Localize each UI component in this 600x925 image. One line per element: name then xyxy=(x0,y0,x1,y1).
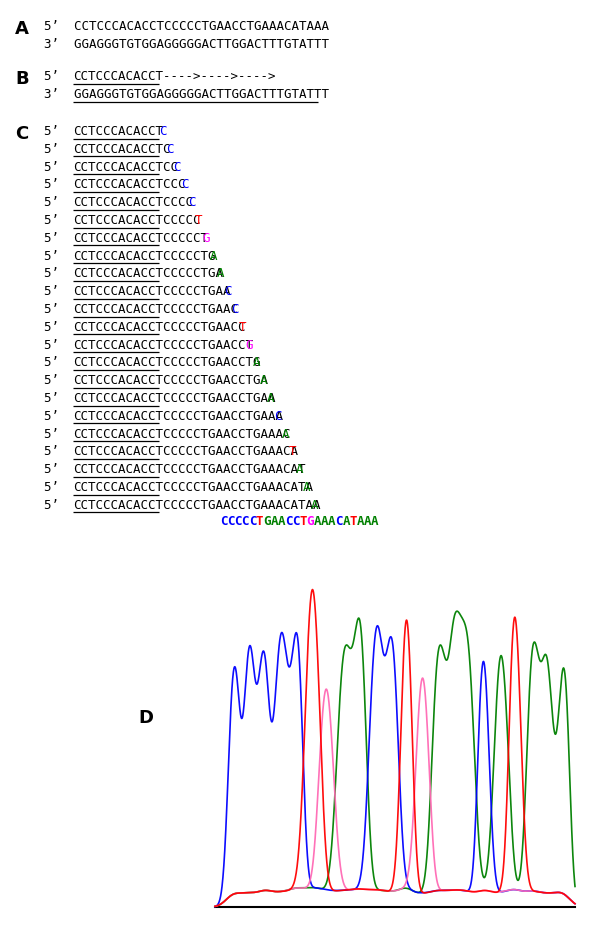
Text: A: A xyxy=(260,375,268,388)
Text: A: A xyxy=(296,463,304,476)
Text: A: A xyxy=(217,267,224,280)
Text: 5’: 5’ xyxy=(44,427,74,440)
Text: B: B xyxy=(15,70,29,88)
Text: A: A xyxy=(310,499,318,512)
Text: 5’: 5’ xyxy=(44,356,74,369)
Text: CCTCCCACACCTCCCCCTGAACCTGAAACAT: CCTCCCACACCTCCCCCTGAACCTGAAACAT xyxy=(73,463,305,476)
Text: 5’: 5’ xyxy=(44,285,74,298)
Text: A: A xyxy=(321,514,328,527)
Text: 5’: 5’ xyxy=(44,161,74,174)
Text: CCTCCCACACCT: CCTCCCACACCT xyxy=(73,125,163,138)
Text: C: C xyxy=(249,514,256,527)
Text: 5’: 5’ xyxy=(44,392,74,405)
Text: C: C xyxy=(242,514,249,527)
Text: G: G xyxy=(307,514,314,527)
Text: CCTCCCACACCTCC: CCTCCCACACCTCC xyxy=(73,161,178,174)
Text: CCTCCCACACCTCCCCCTGAACCTGA: CCTCCCACACCTCCCCCTGAACCTGA xyxy=(73,375,268,388)
Text: A: A xyxy=(15,20,29,38)
Text: T: T xyxy=(350,514,357,527)
Text: 5’: 5’ xyxy=(44,303,74,316)
Text: C: C xyxy=(224,285,232,298)
Text: 5’  CCTCCCACACCTCCCCCTGAACCTGAAACATAAA: 5’ CCTCCCACACCTCCCCCTGAACCTGAAACATAAA xyxy=(44,20,329,33)
Text: C: C xyxy=(231,303,239,316)
Text: CCTCCCACACCTCCCCCTGAACCTGAAA: CCTCCCACACCTCCCCCTGAACCTGAAA xyxy=(73,410,283,423)
Text: CCTCCCACACCTC: CCTCCCACACCTC xyxy=(73,142,170,155)
Text: A: A xyxy=(314,514,321,527)
Text: T: T xyxy=(238,321,246,334)
Text: 5’: 5’ xyxy=(44,125,74,138)
Text: 5’: 5’ xyxy=(44,463,74,476)
Text: CCTCCCACACCTCCCCCTGAACCTGAAACATA: CCTCCCACACCTCCCCCTGAACCTGAAACATA xyxy=(73,481,313,494)
Text: C: C xyxy=(188,196,196,209)
Text: 3’  GGAGGGTGTGGAGGGGGACTTGGACTTTGTATTT: 3’ GGAGGGTGTGGAGGGGGACTTGGACTTTGTATTT xyxy=(44,88,329,101)
Text: D: D xyxy=(138,709,153,727)
Text: A: A xyxy=(328,514,335,527)
Text: 5’: 5’ xyxy=(44,375,74,388)
Text: 5’: 5’ xyxy=(44,410,74,423)
Text: 5’: 5’ xyxy=(44,267,74,280)
Text: C: C xyxy=(173,161,181,174)
Text: 5’: 5’ xyxy=(44,70,74,83)
Text: 5’: 5’ xyxy=(44,499,74,512)
Text: C: C xyxy=(292,514,299,527)
Text: A: A xyxy=(253,356,260,369)
Text: 5’: 5’ xyxy=(44,179,74,191)
Text: T: T xyxy=(195,214,203,227)
Text: G: G xyxy=(263,514,271,527)
Text: CCTCCCACACCTCCCC: CCTCCCACACCTCCCC xyxy=(73,196,193,209)
Text: T: T xyxy=(299,514,307,527)
Text: 5’: 5’ xyxy=(44,321,74,334)
Text: 5’: 5’ xyxy=(44,481,74,494)
Text: A: A xyxy=(271,514,278,527)
Text: A: A xyxy=(278,514,285,527)
Text: CCTCCCACACCTCCCCCTGAACCTGAAACATAA: CCTCCCACACCTCCCCCTGAACCTGAAACATAA xyxy=(73,499,320,512)
Text: CCTCCCACACCTCCCCCTGAACCTGAAAC: CCTCCCACACCTCCCCCTGAACCTGAAAC xyxy=(73,427,290,440)
Text: 5’: 5’ xyxy=(44,232,74,245)
Text: T: T xyxy=(256,514,263,527)
Text: A: A xyxy=(357,514,364,527)
Text: C: C xyxy=(274,410,282,423)
Text: A: A xyxy=(364,514,371,527)
Text: C: C xyxy=(181,179,188,191)
Text: CCTCCCACACCTCCCCCTGAAC: CCTCCCACACCTCCCCCTGAAC xyxy=(73,303,238,316)
Text: 5’: 5’ xyxy=(44,339,74,352)
Text: T: T xyxy=(289,446,296,459)
Text: A: A xyxy=(209,250,217,263)
Text: G: G xyxy=(202,232,210,245)
Text: C: C xyxy=(285,514,292,527)
Text: C: C xyxy=(235,514,242,527)
Text: C: C xyxy=(159,125,167,138)
Text: C: C xyxy=(166,142,174,155)
Text: C: C xyxy=(220,514,227,527)
Text: A: A xyxy=(371,514,379,527)
Text: C: C xyxy=(335,514,343,527)
Text: A: A xyxy=(267,392,275,405)
Text: 5’: 5’ xyxy=(44,196,74,209)
Text: A: A xyxy=(281,427,289,440)
Text: G: G xyxy=(245,339,253,352)
Text: A: A xyxy=(303,481,311,494)
Text: 5’: 5’ xyxy=(44,142,74,155)
Text: CCTCCCACACCTCCC: CCTCCCACACCTCCC xyxy=(73,179,185,191)
Text: CCTCCCACACCTCCCCCTGAACCTGAA: CCTCCCACACCTCCCCCTGAACCTGAA xyxy=(73,392,275,405)
Text: 5’: 5’ xyxy=(44,446,74,459)
Text: CCTCCCACACCTCCCCCTGAACCT: CCTCCCACACCTCCCCCTGAACCT xyxy=(73,339,253,352)
Text: 3’  GGAGGGTGTGGAGGGGGACTTGGACTTTGTATTT: 3’ GGAGGGTGTGGAGGGGGACTTGGACTTTGTATTT xyxy=(44,38,329,51)
Text: CCTCCCACACCT---->---->---->: CCTCCCACACCT---->---->----> xyxy=(73,70,275,83)
Text: CCTCCCACACCTCCCCCTGAA: CCTCCCACACCTCCCCCTGAA xyxy=(73,285,230,298)
Text: CCTCCCACACCTCCCCCTGAACCTG: CCTCCCACACCTCCCCCTGAACCTG xyxy=(73,356,260,369)
Text: 5’: 5’ xyxy=(44,250,74,263)
Text: CCTCCCACACCTCCCCCTGAACC: CCTCCCACACCTCCCCCTGAACC xyxy=(73,321,245,334)
Text: 5’: 5’ xyxy=(44,214,74,227)
Text: CCTCCCACACCTCCCCCTGA: CCTCCCACACCTCCCCCTGA xyxy=(73,267,223,280)
Text: CCTCCCACACCTCCCCC: CCTCCCACACCTCCCCC xyxy=(73,214,200,227)
Text: CCTCCCACACCTCCCCCTG: CCTCCCACACCTCCCCCTG xyxy=(73,250,215,263)
Text: C: C xyxy=(15,125,28,143)
Text: A: A xyxy=(343,514,350,527)
Text: CCTCCCACACCTCCCCCTGAACCTGAAACA: CCTCCCACACCTCCCCCTGAACCTGAAACA xyxy=(73,446,298,459)
Text: C: C xyxy=(227,514,235,527)
Text: CCTCCCACACCTCCCCCT: CCTCCCACACCTCCCCCT xyxy=(73,232,208,245)
